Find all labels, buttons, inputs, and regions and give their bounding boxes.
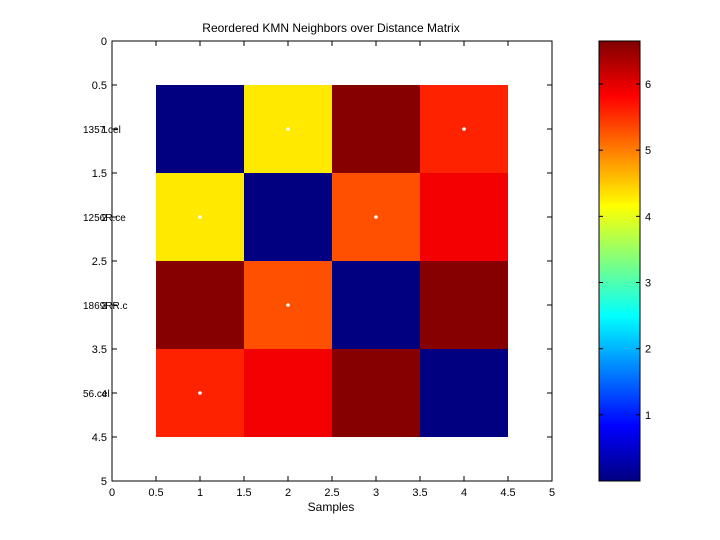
x-tick-label: 5 <box>549 487 555 499</box>
colorbar-ticks: 1 2 3 4 5 6 <box>599 79 651 422</box>
x-tick-label: 2.5 <box>324 487 339 499</box>
x-tick-label: 0 <box>109 487 115 499</box>
colorbar <box>598 40 641 482</box>
neighbor-markers <box>198 127 466 395</box>
x-tick-label: 3 <box>373 487 379 499</box>
neighbor-marker <box>198 391 202 395</box>
y-tick-label: 1.5 <box>92 168 107 180</box>
heatmap-cell-r4-c2 <box>244 349 332 437</box>
x-tick-label: 0.5 <box>148 487 163 499</box>
x-tick-label: 1.5 <box>236 487 251 499</box>
neighbor-marker <box>374 215 378 219</box>
row-tick-number: 4 <box>101 389 107 400</box>
y-tick-label: 0 <box>101 36 107 48</box>
colorbar-tick-label: 1 <box>645 410 651 422</box>
x-tick-label: 3.5 <box>412 487 427 499</box>
neighbor-marker <box>462 127 466 131</box>
x-tick-label: 1 <box>197 487 203 499</box>
row-tick-number: 3 <box>101 301 107 312</box>
row-label: 56.cel <box>83 389 110 400</box>
neighbor-marker <box>198 215 202 219</box>
heatmap-cell-r1-c1 <box>156 85 244 173</box>
neighbor-marker <box>286 303 290 307</box>
y-tick-label: 4.5 <box>92 432 107 444</box>
heatmap-cell-r4-c4 <box>420 349 508 437</box>
neighbor-marker <box>286 127 290 131</box>
chart-title: Reordered KMN Neighbors over Distance Ma… <box>202 21 459 35</box>
colorbar-tick-label: 2 <box>645 344 651 356</box>
y-tick-label: 2.5 <box>92 256 107 268</box>
heatmap-cell-r1-c3 <box>332 85 420 173</box>
colorbar-tick-label: 5 <box>645 145 651 157</box>
heatmap-cell-r3-c3 <box>332 261 420 349</box>
row-tick-number: 2 <box>101 213 107 224</box>
colorbar-tick-label: 6 <box>645 79 651 91</box>
row-label: 1357.cel <box>83 125 121 136</box>
x-tick-label: 2 <box>285 487 291 499</box>
colorbar-tick-label: 3 <box>645 278 651 290</box>
colorbar-tick-label: 4 <box>645 211 651 223</box>
row-label: 1256R.ce <box>83 213 126 224</box>
row-label: 1869RR.c <box>83 301 127 312</box>
x-axis-label: Samples <box>308 500 355 514</box>
x-tick-label: 4 <box>461 487 467 499</box>
x-tick-label: 4.5 <box>500 487 515 499</box>
y-tick-label: 5 <box>101 476 107 488</box>
heatmap-cell-r4-c3 <box>332 349 420 437</box>
heatmap-cells <box>156 85 508 437</box>
y-tick-label: 3.5 <box>92 344 107 356</box>
y-axis-ticks: 0 0.5 1.5 2.5 3.5 4.5 5 <box>92 36 552 488</box>
heatmap-cell-r3-c1 <box>156 261 244 349</box>
row-tick-number: 1 <box>101 125 107 136</box>
y-tick-label: 0.5 <box>92 80 107 92</box>
heatmap-cell-r3-c4 <box>420 261 508 349</box>
heatmap-cell-r2-c2 <box>244 173 332 261</box>
x-axis-ticks: 0 0.5 1 1.5 2 2.5 3 3.5 4 4.5 5 <box>109 41 555 499</box>
heatmap-cell-r2-c4 <box>420 173 508 261</box>
